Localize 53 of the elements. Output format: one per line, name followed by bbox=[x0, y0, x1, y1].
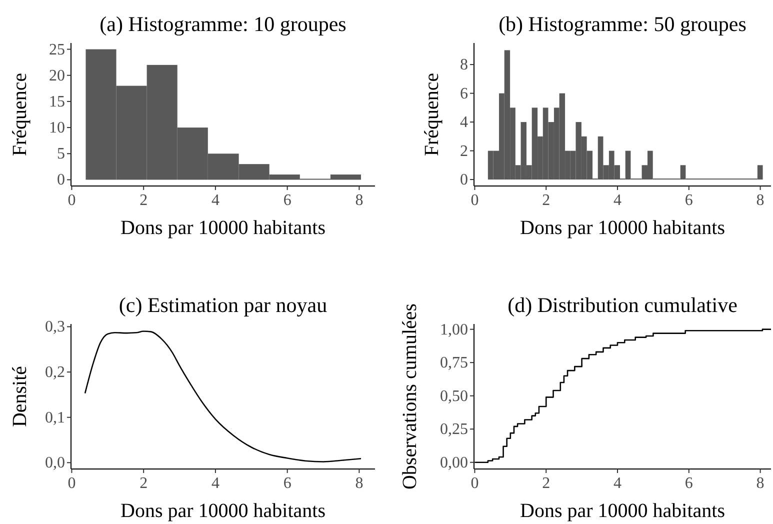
y-tick-label: 0,50 bbox=[440, 388, 468, 405]
y-axis-title: Observations cumulées bbox=[399, 303, 421, 490]
y-tick-label: 0 bbox=[57, 172, 65, 189]
y-tick-label: 15 bbox=[49, 93, 65, 110]
chart-title: (b) Histogramme: 50 groupes bbox=[498, 12, 746, 36]
x-tick-label: 8 bbox=[355, 475, 364, 492]
x-tick-label: 4 bbox=[614, 192, 622, 209]
x-tick-label: 2 bbox=[542, 192, 550, 209]
x-tick-label: 2 bbox=[140, 192, 148, 209]
y-tick-label: 0,25 bbox=[440, 421, 468, 438]
y-tick-label: 0,1 bbox=[45, 409, 65, 426]
y-tick-label: 25 bbox=[49, 41, 65, 58]
x-tick-label: 8 bbox=[756, 475, 764, 492]
y-tick-label: 2 bbox=[460, 142, 468, 160]
y-tick-label: 0,0 bbox=[45, 454, 65, 472]
y-tick-label: 0 bbox=[460, 172, 468, 189]
x-tick-label: 6 bbox=[283, 192, 292, 209]
y-tick-label: 0,2 bbox=[45, 364, 65, 382]
x-tick-label: 2 bbox=[140, 475, 148, 492]
y-tick-label: 10 bbox=[49, 120, 65, 137]
x-tick-label: 0 bbox=[68, 475, 76, 492]
y-axis-title: Fréquence bbox=[421, 72, 443, 156]
x-tick-label: 4 bbox=[211, 192, 220, 209]
y-tick-label: 1,00 bbox=[440, 321, 468, 338]
x-tick-label: 8 bbox=[355, 192, 364, 209]
x-axis-title: Dons par 10000 habitants bbox=[120, 217, 326, 239]
x-axis-title: Dons par 10000 habitants bbox=[520, 217, 726, 239]
x-tick-label: 4 bbox=[211, 475, 220, 492]
x-tick-label: 0 bbox=[68, 192, 76, 209]
x-tick-label: 2 bbox=[542, 475, 550, 492]
x-tick-label: 0 bbox=[470, 192, 479, 209]
x-tick-label: 4 bbox=[614, 475, 622, 492]
y-tick-label: 0,3 bbox=[45, 318, 65, 336]
y-tick-label: 0,00 bbox=[440, 454, 468, 472]
chart-title: (c) Estimation par noyau bbox=[118, 293, 328, 317]
y-tick-label: 5 bbox=[57, 146, 65, 163]
line-series bbox=[84, 330, 362, 462]
x-tick-label: 6 bbox=[684, 192, 693, 209]
chart-title: (a) Histogramme: 10 groupes bbox=[100, 12, 346, 36]
y-tick-label: 8 bbox=[460, 56, 468, 74]
y-tick-label: 6 bbox=[460, 85, 468, 102]
x-axis-title: Dons par 10000 habitants bbox=[120, 500, 326, 522]
x-tick-label: 6 bbox=[283, 475, 292, 492]
x-axis-title: Dons par 10000 habitants bbox=[520, 500, 726, 522]
y-axis-title: Fréquence bbox=[9, 72, 31, 156]
y-tick-label: 20 bbox=[49, 67, 65, 84]
x-tick-label: 0 bbox=[470, 475, 479, 492]
x-tick-label: 6 bbox=[684, 475, 693, 492]
y-tick-label: 4 bbox=[460, 114, 468, 132]
y-axis-title: Densité bbox=[9, 366, 31, 428]
x-tick-label: 8 bbox=[756, 192, 764, 209]
chart-title: (d) Distribution cumulative bbox=[508, 293, 738, 317]
y-tick-label: 0,75 bbox=[440, 354, 468, 372]
